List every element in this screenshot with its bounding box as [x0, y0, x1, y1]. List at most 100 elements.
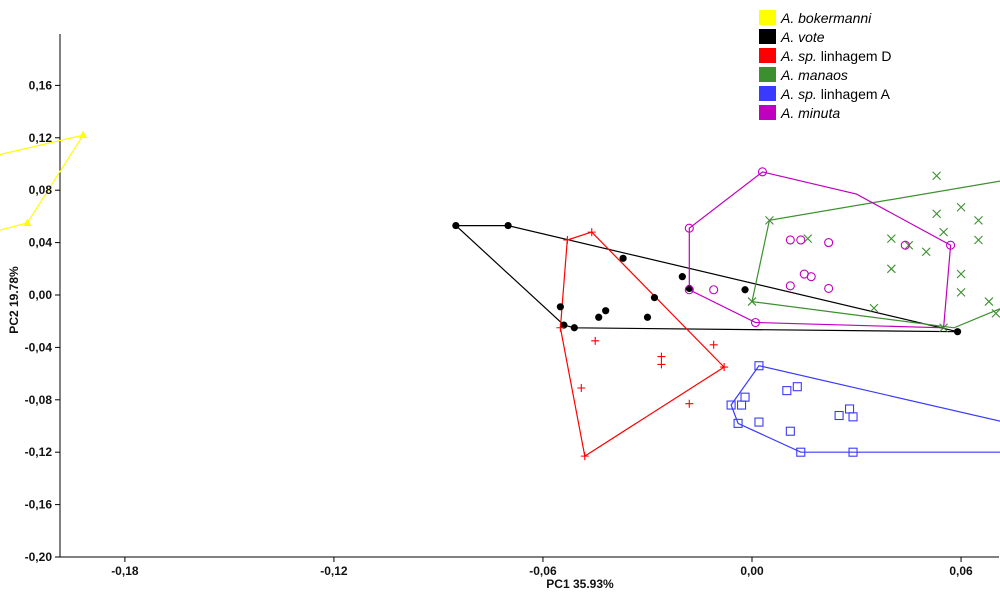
- data-point: [974, 235, 983, 245]
- data-point: [657, 360, 666, 369]
- legend-entry: A. manaos: [780, 67, 848, 83]
- legend-entry: A. minuta: [780, 105, 840, 121]
- data-point: [747, 297, 757, 306]
- data-point: [806, 272, 816, 282]
- legend-entry: A. sp. linhagem A: [780, 86, 891, 102]
- data-point: [984, 297, 994, 306]
- y-tick-label: -0,04: [25, 340, 53, 354]
- x-tick-label: 0,06: [949, 564, 973, 578]
- data-point: [845, 404, 855, 414]
- data-point: [452, 221, 460, 230]
- data-point: [869, 303, 879, 313]
- x-tick-label: -0,12: [320, 564, 348, 578]
- data-point: [956, 287, 966, 297]
- data-point: [939, 227, 949, 237]
- legend-entry: A. sp. linhagem D: [780, 48, 892, 64]
- hull-bokermanni: [0, 134, 85, 231]
- hull-sp: [559, 231, 726, 458]
- data-point: [932, 171, 942, 181]
- data-point: [765, 215, 774, 225]
- x-tick-label: -0,18: [111, 564, 139, 578]
- data-point: [736, 400, 747, 410]
- data-point: [848, 447, 858, 457]
- hull-vote: [454, 225, 958, 333]
- data-point: [23, 218, 32, 226]
- data-point: [657, 352, 666, 361]
- data-point: [754, 361, 764, 371]
- hull-sp: [730, 365, 1000, 453]
- data-point: [792, 382, 802, 392]
- axes: [55, 34, 999, 562]
- data-point: [591, 336, 600, 345]
- y-tick-label: -0,16: [25, 498, 53, 512]
- data-point: [556, 303, 564, 311]
- data-point: [733, 418, 743, 428]
- legend-entry: A. vote: [780, 29, 825, 45]
- data-point: [782, 386, 792, 396]
- legend-swatch: [759, 29, 776, 44]
- data-point: [619, 254, 627, 262]
- data-point: [921, 247, 931, 257]
- legend-swatch: [759, 105, 776, 120]
- data-point: [709, 285, 719, 295]
- data-point: [991, 308, 1000, 318]
- y-tick-label: 0,04: [29, 236, 53, 250]
- data-point: [900, 240, 910, 250]
- data-point: [685, 284, 693, 293]
- data-point: [556, 323, 565, 332]
- data-point: [560, 321, 568, 329]
- data-point: [796, 447, 806, 457]
- data-point: [595, 313, 603, 321]
- data-point: [750, 317, 761, 328]
- hull-polygons: [0, 134, 1000, 458]
- tick-labels: -0,36-0,30-0,24-0,18-0,12-0,060,000,060,…: [25, 78, 973, 578]
- x-tick-label: -0,06: [529, 564, 557, 578]
- data-point: [824, 283, 834, 294]
- data-point: [946, 240, 956, 250]
- data-point: [602, 307, 610, 315]
- y-tick-label: 0,12: [29, 131, 53, 145]
- y-tick-label: -0,08: [25, 393, 53, 407]
- data-point: [785, 426, 795, 436]
- data-point: [726, 400, 736, 410]
- data-points: [23, 130, 1000, 461]
- data-point: [563, 235, 572, 244]
- legend-swatch: [759, 86, 776, 101]
- data-point: [709, 340, 718, 349]
- data-point: [939, 323, 949, 333]
- data-point: [577, 384, 586, 393]
- data-point: [685, 399, 694, 408]
- data-point: [587, 228, 596, 237]
- data-point: [956, 269, 966, 279]
- x-tick-label: 0,00: [740, 564, 764, 578]
- y-tick-label: 0,16: [29, 78, 53, 92]
- hull-manaos: [751, 180, 1000, 329]
- data-point: [580, 452, 589, 461]
- data-point: [932, 209, 942, 219]
- legend-swatch: [759, 48, 776, 63]
- data-point: [824, 238, 834, 248]
- data-point: [741, 286, 749, 294]
- y-axis-label: PC2 19.78%: [7, 266, 21, 334]
- data-point: [678, 273, 686, 281]
- data-point: [643, 313, 652, 321]
- data-point: [720, 363, 729, 372]
- y-tick-label: 0,00: [29, 288, 53, 302]
- data-point: [974, 215, 983, 225]
- data-point: [785, 281, 795, 291]
- data-point: [886, 264, 896, 274]
- x-axis-label: PC1 35.93%: [546, 577, 614, 591]
- data-point: [757, 167, 768, 177]
- legend-swatch: [759, 67, 776, 82]
- legend-entry: A. bokermanni: [780, 10, 872, 26]
- data-point: [796, 235, 806, 245]
- data-point: [886, 234, 896, 244]
- data-point: [785, 235, 795, 245]
- data-point: [650, 294, 659, 302]
- data-point: [570, 324, 578, 332]
- y-tick-label: 0,08: [29, 183, 53, 197]
- y-tick-label: -0,12: [25, 445, 53, 459]
- legend: A. bokermanni A. vote A. sp. linhagem D A. …: [759, 10, 892, 121]
- hull-minuta: [688, 171, 952, 329]
